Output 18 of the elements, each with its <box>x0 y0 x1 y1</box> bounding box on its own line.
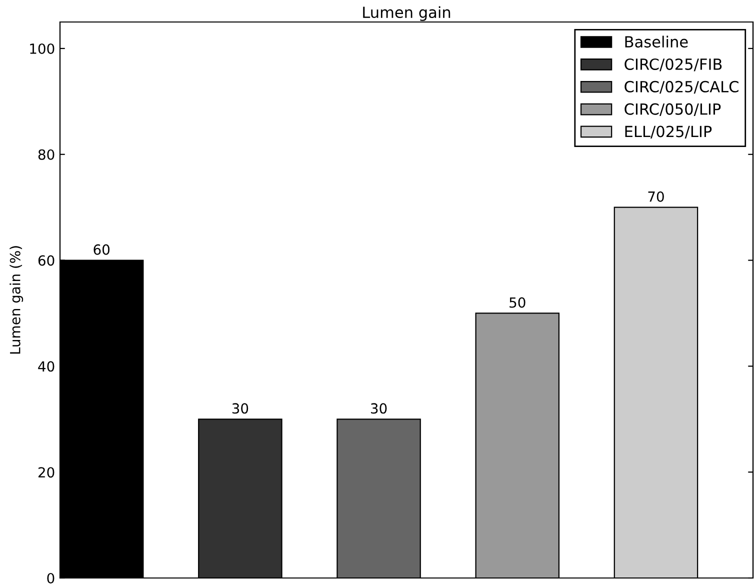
data-label: 30 <box>232 403 248 414</box>
legend-label: ELL/025/LIP <box>625 126 712 138</box>
legend-label: CIRC/050/LIP <box>624 103 721 116</box>
y-tick-label: 0 <box>47 572 54 584</box>
legend-label: CIRC/025/FIB <box>624 58 722 72</box>
legend-label: Baseline <box>625 36 688 48</box>
data-label: 30 <box>371 403 387 414</box>
data-label: 70 <box>648 191 664 202</box>
y-tick-label: 40 <box>38 361 54 372</box>
y-tick-label: 20 <box>38 467 54 478</box>
y-axis-title: Lumen gain (%) <box>10 246 24 354</box>
y-tick-label: 80 <box>38 149 54 160</box>
legend-label: CIRC/025/CALC <box>624 80 738 94</box>
chart-title: Lumen gain <box>363 6 450 22</box>
y-tick-label: 60 <box>38 255 54 266</box>
y-tick-label: 100 <box>30 43 54 54</box>
data-label: 50 <box>510 297 526 308</box>
data-label: 60 <box>94 244 110 255</box>
